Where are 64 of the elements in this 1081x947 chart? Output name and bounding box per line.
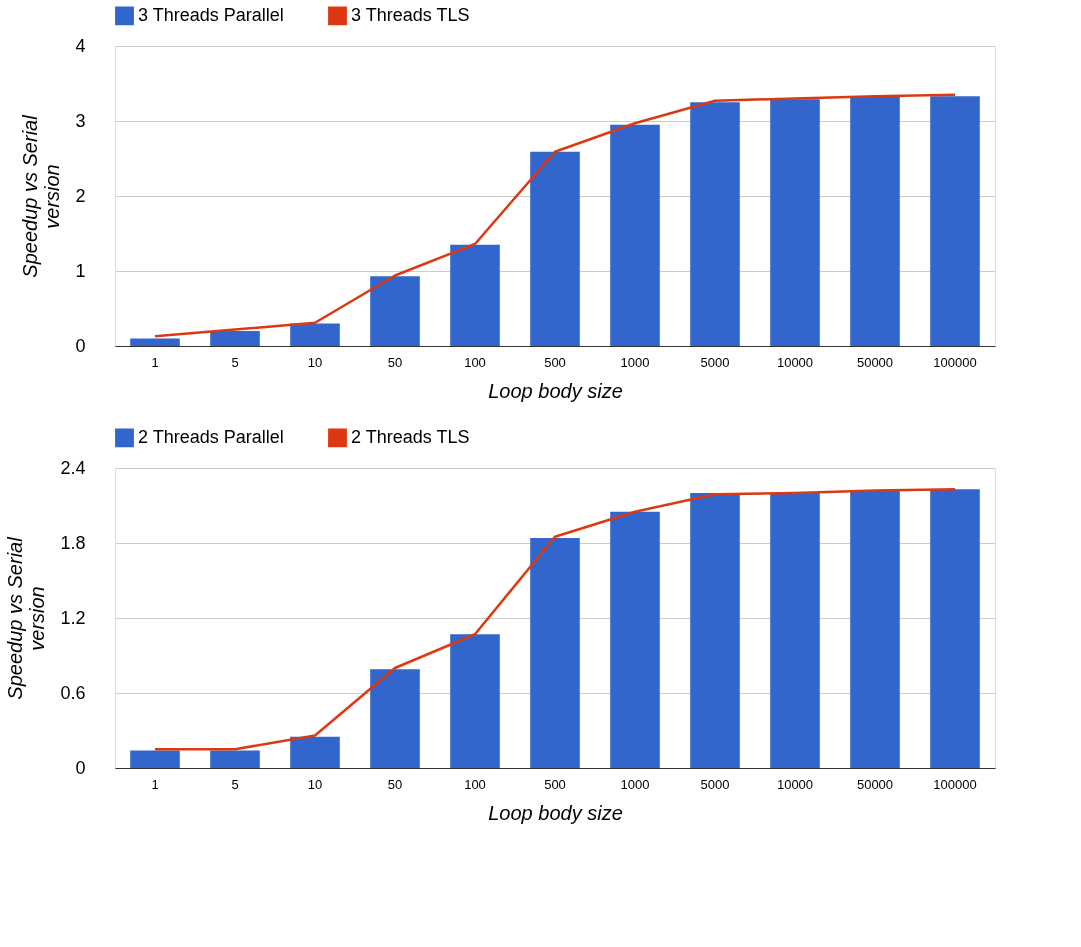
y-tick-label: 0 [75, 757, 86, 778]
bar [450, 634, 500, 768]
bar [290, 736, 340, 768]
bar [690, 102, 740, 346]
x-tick-label: 50000 [856, 776, 894, 792]
x-tick-label: 5000 [700, 354, 730, 370]
bar [530, 538, 580, 768]
bar [370, 276, 420, 346]
x-tick-label: 5 [231, 776, 239, 792]
x-tick-label: 10 [307, 354, 323, 370]
x-tick-label: 100 [464, 354, 486, 370]
bar [210, 331, 260, 346]
legend-label: 2 Threads TLS [351, 426, 470, 447]
bar [770, 493, 820, 768]
y-tick-label: 1 [75, 260, 86, 281]
x-tick-label: 1 [151, 354, 159, 370]
bar [370, 669, 420, 768]
bar [930, 489, 980, 768]
x-tick-label: 500 [544, 354, 566, 370]
bar [690, 493, 740, 768]
bar [610, 124, 660, 346]
x-tick-label: 50000 [856, 354, 894, 370]
y-tick-label: 2 [75, 185, 86, 206]
bar [930, 96, 980, 346]
bar [130, 338, 180, 346]
y-tick-label: 1.2 [60, 607, 86, 628]
x-tick-label: 1000 [620, 776, 650, 792]
x-tick-label: 100000 [933, 776, 977, 792]
y-axis-title: Speedup vs Serial version [4, 536, 49, 700]
x-tick-label: 5 [231, 354, 239, 370]
x-tick-label: 100 [464, 776, 486, 792]
legend-label: 3 Threads Parallel [138, 4, 284, 25]
legend-label: 2 Threads Parallel [138, 426, 284, 447]
x-tick-label: 10000 [776, 354, 814, 370]
x-tick-label: 5000 [700, 776, 730, 792]
x-tick-label: 500 [544, 776, 566, 792]
line-series [153, 93, 957, 338]
y-axis-title: Speedup vs Serial version [19, 114, 64, 278]
x-tick-label: 10000 [776, 776, 814, 792]
bar [210, 750, 260, 768]
x-tick-label: 1 [151, 776, 159, 792]
y-tick-label: 4 [75, 35, 86, 56]
x-tick-label: 1000 [620, 354, 650, 370]
y-tick-label: 3 [75, 110, 86, 131]
bar [850, 490, 900, 768]
x-tick-label: 10 [307, 776, 323, 792]
x-tick-label: 50 [387, 776, 403, 792]
bar [610, 511, 660, 768]
legend-label: 3 Threads TLS [351, 4, 470, 25]
bar [130, 750, 180, 768]
bar [530, 151, 580, 346]
bar [770, 99, 820, 346]
line-series [153, 488, 957, 751]
y-tick-label: 0 [75, 335, 86, 356]
y-tick-label: 0.6 [60, 682, 86, 703]
x-axis-title: Loop body size [488, 801, 623, 824]
bar [450, 244, 500, 346]
x-axis-title: Loop body size [488, 379, 623, 402]
y-tick-label: 2.4 [60, 457, 86, 478]
x-tick-label: 100000 [933, 354, 977, 370]
y-tick-label: 1.8 [60, 532, 86, 553]
x-tick-label: 50 [387, 354, 403, 370]
bar [850, 97, 900, 346]
bar [290, 323, 340, 346]
